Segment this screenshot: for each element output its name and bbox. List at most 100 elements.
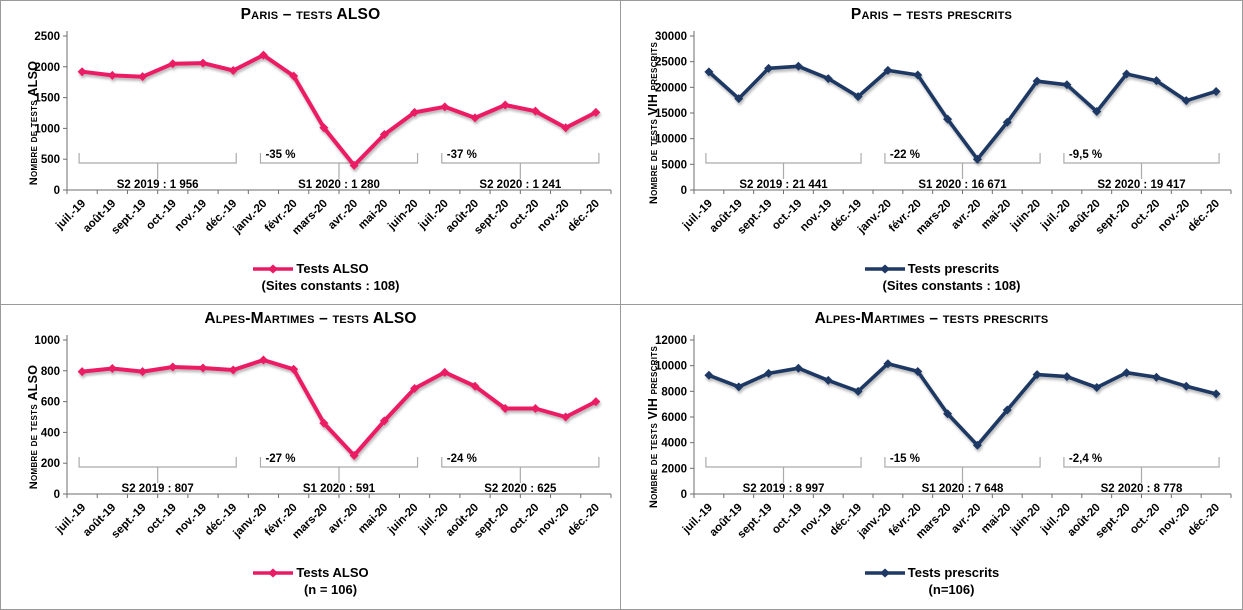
- data-point-marker: [319, 418, 329, 428]
- data-point-marker: [1151, 76, 1161, 86]
- x-tick-label: nov.-20: [535, 198, 571, 234]
- data-point-marker: [1062, 372, 1072, 382]
- data-point-marker: [764, 63, 774, 73]
- chart-plot: 020004000600080001000012000juil.-19août-…: [655, 335, 1232, 541]
- data-point-marker: [168, 362, 178, 372]
- x-tick-label: mai-20: [356, 198, 390, 232]
- plot-area-wrap: Nombre de tests ALSO 0 200 400 600 800 1000 ju…: [23, 332, 617, 562]
- semester-value-label: S2 2019 : 8 997: [743, 483, 825, 495]
- x-tick-label: nov.-20: [1156, 502, 1192, 538]
- y-tick-label: 2500: [34, 31, 60, 43]
- data-point-marker: [561, 412, 571, 422]
- data-point-marker: [500, 100, 510, 110]
- data-point-marker: [410, 107, 420, 117]
- data-point-marker: [470, 381, 480, 391]
- y-tick-label: 500: [41, 154, 60, 166]
- data-point-marker: [704, 370, 714, 380]
- data-point-marker: [228, 65, 238, 75]
- x-tick-label: nov.-20: [1156, 198, 1192, 234]
- data-point-marker: [1181, 96, 1191, 106]
- chart-title: Alpes-Martimes – tests prescrits: [814, 310, 1049, 327]
- x-tick-label: nov.-19: [173, 502, 209, 538]
- semester-bracket: [78, 457, 237, 468]
- x-tick-label: avr.-20: [949, 198, 983, 232]
- x-tick-label: nov.-19: [798, 502, 834, 538]
- series-line: [80, 53, 598, 168]
- data-point-marker: [764, 368, 774, 378]
- y-tick-label: 400: [41, 427, 60, 439]
- semester-value-label: S2 2019 : 807: [122, 483, 194, 495]
- series-group: [704, 61, 1221, 164]
- chart-panel-paris-prescrits: Paris – tests prescrits Nombre de tests …: [621, 1, 1242, 305]
- x-tick-label: avr.-20: [949, 502, 983, 536]
- data-point-marker: [77, 67, 87, 77]
- semester-value-label: S1 2020 : 16 671: [918, 179, 1007, 191]
- data-point-marker: [943, 114, 953, 124]
- data-point-marker: [77, 367, 87, 377]
- data-point-marker: [1211, 389, 1221, 399]
- y-tick-label: 10000: [655, 361, 687, 373]
- y-axis-title: Nombre de tests ALSO: [26, 60, 40, 186]
- x-tick-label: mai-20: [356, 502, 390, 536]
- data-point-marker: [258, 50, 268, 60]
- y-tick-label: 15000: [655, 108, 687, 120]
- data-point-marker: [1122, 368, 1132, 378]
- x-tick-label: juin-20: [1008, 198, 1043, 233]
- chart-panel-paris-also: Paris – tests ALSO Nombre de tests ALSO …: [1, 1, 621, 305]
- x-tick-label: déc.-20: [565, 198, 602, 235]
- y-tick-label: 2000: [661, 463, 687, 475]
- y-tick-label: 0: [681, 489, 687, 501]
- percent-change-label: -27 %: [265, 453, 295, 465]
- semester-bracket: [705, 457, 862, 468]
- plot-area-wrap: Nombre de tests ALSO 0 500 1000 1500 2000 250…: [23, 28, 617, 258]
- data-point-marker: [349, 160, 359, 170]
- percent-change-label: -15 %: [890, 453, 920, 465]
- y-tick-label: 800: [41, 366, 60, 378]
- y-tick-label: 2000: [34, 62, 60, 74]
- data-point-marker: [198, 363, 208, 373]
- chart-panel-alpes-prescrits: Alpes-Martimes – tests prescrits Nombre …: [621, 305, 1242, 609]
- data-point-marker: [530, 106, 540, 116]
- legend-sublabel: (n = 106): [303, 582, 358, 597]
- x-tick-label: nov.-19: [173, 198, 209, 234]
- percent-change-label: -9,5 %: [1069, 149, 1102, 161]
- y-axis-title: Nombre de tests VIH prescrits: [646, 345, 660, 509]
- x-tick-label: déc.-20: [565, 502, 602, 539]
- data-point-marker: [734, 94, 744, 104]
- y-tick-label: 600: [41, 397, 60, 409]
- percent-change-label: -35 %: [265, 149, 295, 161]
- x-tick-label: avr.-20: [326, 198, 360, 232]
- series-line: [707, 64, 1218, 161]
- data-point-marker: [440, 367, 450, 377]
- series-group: [77, 50, 601, 170]
- data-point-marker: [561, 123, 571, 133]
- legend-line-marker: [253, 568, 294, 577]
- data-point-marker: [913, 366, 923, 376]
- data-point-marker: [168, 59, 178, 69]
- x-tick-label: juin-20: [385, 198, 420, 233]
- data-point-marker: [1002, 405, 1012, 415]
- data-point-marker: [107, 70, 117, 80]
- chart-panel-alpes-also: Alpes-Martimes – tests ALSO Nombre de te…: [1, 305, 621, 609]
- data-point-marker: [138, 367, 148, 377]
- percent-change-label: -37 %: [447, 149, 477, 161]
- semester-value-label: S2 2020 : 19 417: [1097, 179, 1185, 191]
- data-point-marker: [591, 397, 601, 407]
- data-point-marker: [883, 65, 893, 75]
- semester-value-label: S2 2020 : 1 241: [479, 179, 561, 191]
- data-point-marker: [853, 386, 863, 396]
- legend-diamond: [268, 264, 279, 273]
- legend: Tests prescrits (Sites constants : 108): [621, 260, 1242, 294]
- legend-line-marker: [864, 568, 905, 577]
- legend-sublabel: (n=106): [928, 582, 975, 597]
- data-point-marker: [972, 440, 982, 450]
- chart-plot: 050001000015000200002500030000juil.-19ao…: [655, 31, 1232, 237]
- data-point-marker: [734, 382, 744, 392]
- data-point-marker: [470, 113, 480, 123]
- data-point-marker: [1032, 76, 1042, 86]
- data-point-marker: [379, 130, 389, 140]
- data-point-marker: [198, 58, 208, 68]
- legend-diamond: [879, 568, 890, 577]
- chart-plot: 02004006008001000juil.-19août-19sept.-19…: [34, 335, 612, 541]
- semester-value-label: S2 2019 : 21 441: [739, 179, 828, 191]
